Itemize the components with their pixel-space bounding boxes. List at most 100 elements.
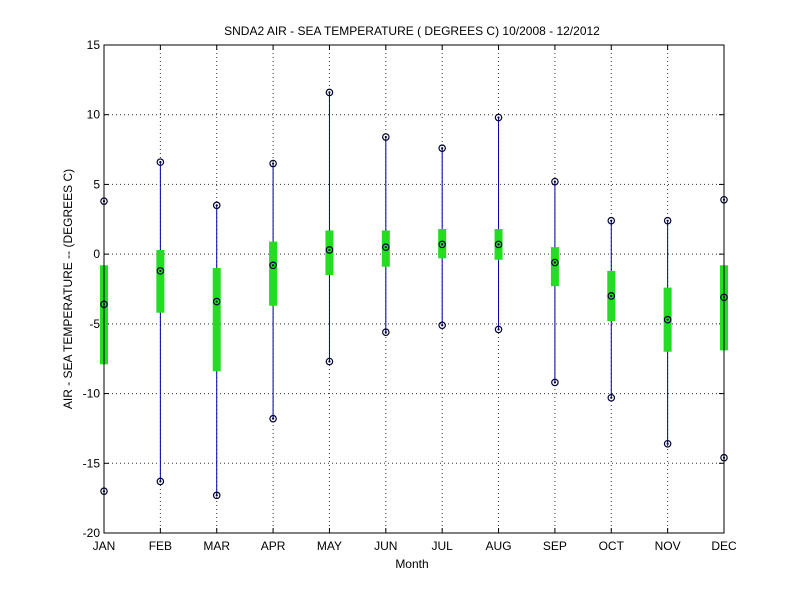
max-marker [382,133,390,141]
y-tick-label: -20 [83,526,101,540]
month-box-jul [438,144,447,330]
min-marker [494,325,503,334]
min-marker-ring [438,321,446,330]
median-marker [325,246,334,254]
max-marker-ring [551,177,559,186]
max-marker [607,216,616,225]
min-marker-ring [663,439,672,448]
min-marker-ring [382,328,390,337]
max-marker-ring [212,201,221,210]
median-marker-ring [382,243,390,251]
min-marker-dot [610,396,613,399]
y-axis-label: AIR - SEA TEMPERATURE -- (DEGREES C) [61,169,75,409]
min-marker [607,393,616,402]
max-marker-ring [663,216,672,225]
median-marker [551,258,559,267]
iqr-box [269,241,278,306]
min-marker-dot [441,324,444,327]
x-tick-label: JUN [374,539,397,553]
y-tick-label: 5 [93,177,100,191]
max-marker [438,144,446,152]
median-marker-ring [494,240,503,249]
median-marker-dot [497,243,500,246]
y-tick-label: -15 [83,456,101,470]
y-tick-label: -5 [89,317,100,331]
median-marker-dot [384,246,387,249]
max-marker-dot [610,219,613,222]
x-tick-label: SEP [543,539,567,553]
min-marker-dot [159,480,162,483]
median-marker-ring [212,297,221,306]
min-marker-dot [497,328,500,331]
iqr-box [156,249,165,313]
median-marker [269,261,277,270]
month-box-mar [212,201,221,500]
median-marker-dot [441,243,444,246]
max-marker-ring [325,88,334,97]
median-marker-ring [663,315,672,324]
x-tick-label: JUL [432,539,454,553]
median-marker-ring [438,240,446,249]
max-marker-dot [666,219,669,222]
max-marker-ring [269,159,277,168]
median-marker-dot [666,318,669,321]
x-tick-label: OCT [599,539,625,553]
month-box-apr [269,159,278,423]
month-box-nov [663,216,672,448]
x-tick-label: JAN [93,539,116,553]
min-marker [382,328,390,337]
x-tick-label: DEC [711,539,737,553]
max-marker-ring [438,144,446,152]
median-marker-ring [156,267,165,275]
max-marker-dot [384,135,387,139]
max-marker [156,158,165,166]
median-marker [607,292,616,300]
min-marker-dot [666,442,669,445]
y-tick-label: -10 [83,387,101,401]
min-marker-ring [325,357,334,366]
chart-title: SNDA2 AIR - SEA TEMPERATURE ( DEGREES C)… [224,24,600,38]
min-marker-ring [156,477,165,486]
max-marker-dot [328,91,331,94]
max-marker-dot [441,147,444,150]
max-marker-ring [607,216,616,225]
median-marker [494,240,503,249]
month-box-may [325,88,334,366]
median-marker [438,240,446,249]
min-marker-ring [607,393,616,402]
median-marker-ring [607,292,616,300]
iqr-box [212,268,221,372]
x-tick-label: APR [261,539,286,553]
x-tick-label: AUG [486,539,512,553]
min-marker-dot [215,494,218,497]
max-marker [663,216,672,225]
min-marker-dot [553,381,557,384]
max-marker-dot [553,180,557,183]
plot-frame [103,44,725,534]
median-marker-dot [159,269,162,272]
max-marker-ring [494,113,503,122]
min-marker-ring [494,325,503,334]
y-tick-label: 15 [87,38,101,52]
min-marker [156,477,165,486]
max-marker-ring [382,133,390,141]
median-marker-dot [271,264,275,267]
min-marker-ring [212,491,221,500]
min-marker-ring [551,378,559,387]
x-tick-label: FEB [149,539,172,553]
max-marker-dot [159,161,162,164]
month-box-oct [607,216,616,402]
max-marker [212,201,221,210]
month-box-aug [494,113,503,334]
min-marker-dot [271,417,275,420]
iqr-box [550,247,559,287]
iqr-box [381,230,390,267]
min-marker [269,414,277,423]
min-marker [325,357,334,366]
min-marker [663,439,672,448]
median-marker [212,297,221,306]
x-tick-label: MAY [317,539,342,553]
median-marker-ring [551,258,559,267]
